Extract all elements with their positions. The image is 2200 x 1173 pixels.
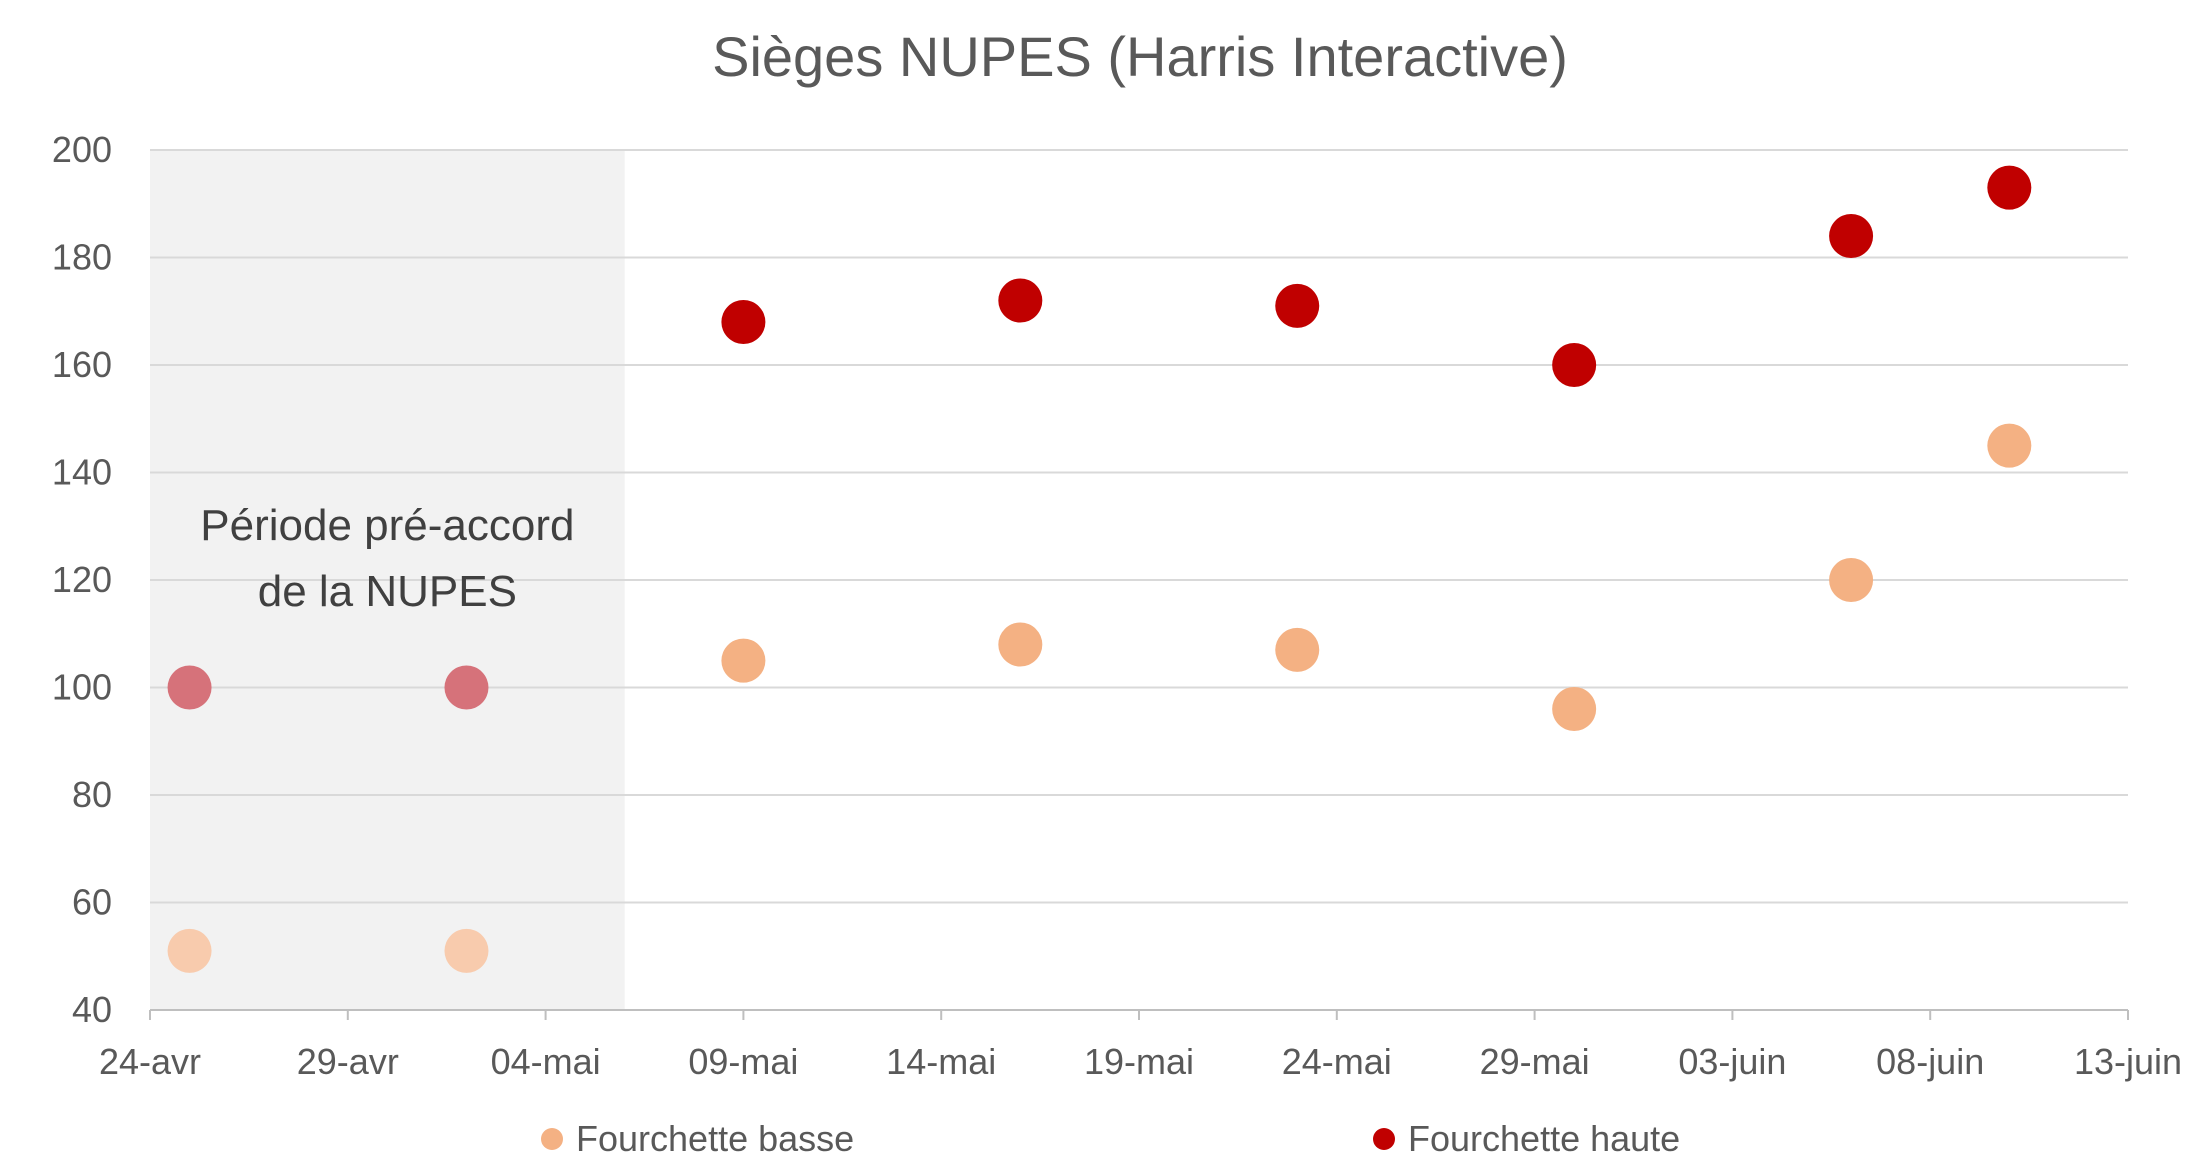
data-point: [721, 300, 766, 344]
legend-marker: [1373, 1128, 1395, 1150]
x-tick-label: 29-mai: [1480, 1041, 1590, 1082]
y-tick-label: 140: [52, 452, 112, 493]
data-point: [1552, 343, 1597, 387]
x-axis-ticks: 24-avr 29-avr 04-mai 09-mai 14-mai 19-mai 24-m…: [99, 1010, 2182, 1082]
data-point: [721, 638, 766, 683]
legend-marker: [541, 1128, 563, 1150]
data-point: [444, 928, 489, 973]
data-point: [1829, 558, 1874, 602]
annotation-line: de la NUPES: [258, 567, 517, 616]
gridlines: [150, 149, 2128, 904]
x-tick-label: 19-mai: [1084, 1041, 1194, 1082]
y-tick-label: 200: [52, 129, 112, 170]
x-tick-label: 29-avr: [297, 1041, 399, 1082]
y-tick-label: 60: [72, 882, 112, 923]
data-point: [444, 665, 489, 710]
legend: Fourchette basse Fourchette haute: [541, 1118, 1680, 1159]
annotation-line: Période pré-accord: [200, 501, 574, 550]
x-tick-label: 14-mai: [886, 1041, 996, 1082]
data-point: [1987, 165, 2032, 210]
legend-label: Fourchette basse: [576, 1118, 854, 1159]
data-point: [1552, 687, 1597, 731]
x-tick-label: 13-juin: [2074, 1041, 2182, 1082]
x-tick-label: 24-mai: [1282, 1041, 1392, 1082]
data-point: [998, 278, 1043, 323]
data-point: [1829, 214, 1874, 258]
x-tick-label: 04-mai: [491, 1041, 601, 1082]
data-points: [167, 165, 2032, 973]
data-point: [1987, 423, 2032, 468]
x-tick-label: 24-avr: [99, 1041, 201, 1082]
x-tick-label: 08-juin: [1876, 1041, 1984, 1082]
y-axis-ticks: 200 180 160 140 120 100 80 60 40: [52, 129, 112, 1030]
x-tick-label: 09-mai: [688, 1041, 798, 1082]
y-tick-label: 80: [72, 774, 112, 815]
y-tick-label: 40: [72, 989, 112, 1030]
pre-accord-annotation: Période pré-accord de la NUPES: [200, 501, 574, 616]
y-tick-label: 160: [52, 344, 112, 385]
data-point: [167, 665, 212, 710]
y-tick-label: 100: [52, 667, 112, 708]
legend-label: Fourchette haute: [1408, 1118, 1680, 1159]
y-tick-label: 180: [52, 237, 112, 278]
data-point: [1275, 627, 1320, 672]
data-point: [1275, 283, 1320, 328]
data-point: [998, 622, 1043, 667]
y-tick-label: 120: [52, 559, 112, 600]
x-tick-label: 03-juin: [1678, 1041, 1786, 1082]
data-point: [167, 928, 212, 973]
chart-title: Sièges NUPES (Harris Interactive): [712, 25, 1568, 88]
